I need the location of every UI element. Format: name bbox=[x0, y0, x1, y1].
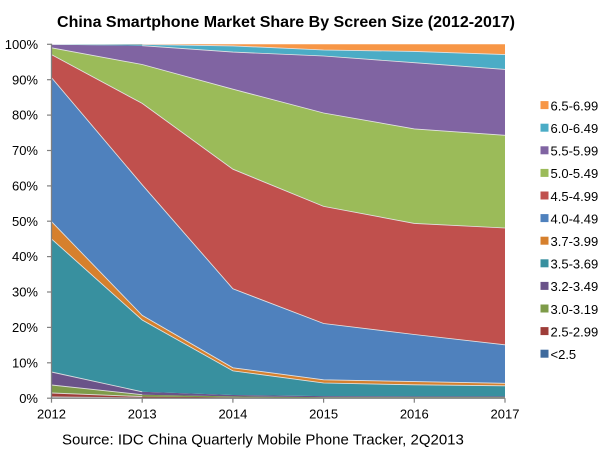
svg-text:5.5-5.99: 5.5-5.99 bbox=[551, 144, 599, 159]
svg-text:2015: 2015 bbox=[309, 407, 338, 422]
svg-text:20%: 20% bbox=[12, 320, 38, 335]
svg-text:50%: 50% bbox=[12, 214, 38, 229]
svg-text:6.0-6.49: 6.0-6.49 bbox=[551, 121, 599, 136]
svg-text:3.5-3.69: 3.5-3.69 bbox=[551, 257, 599, 272]
svg-text:4.0-4.49: 4.0-4.49 bbox=[551, 211, 599, 226]
svg-text:70%: 70% bbox=[12, 143, 38, 158]
svg-text:<2.5: <2.5 bbox=[551, 347, 577, 362]
svg-text:40%: 40% bbox=[12, 249, 38, 264]
svg-text:3.0-3.19: 3.0-3.19 bbox=[551, 302, 599, 317]
svg-text:2014: 2014 bbox=[218, 407, 247, 422]
svg-text:Source: IDC China Quarterly Mo: Source: IDC China Quarterly Mobile Phone… bbox=[62, 432, 464, 449]
svg-text:6.5-6.99: 6.5-6.99 bbox=[551, 98, 599, 113]
svg-text:60%: 60% bbox=[12, 179, 38, 194]
svg-text:10%: 10% bbox=[12, 355, 38, 370]
svg-text:China Smartphone Market Share: China Smartphone Market Share By Screen … bbox=[57, 14, 515, 31]
svg-text:2013: 2013 bbox=[128, 407, 157, 422]
svg-text:2016: 2016 bbox=[400, 407, 429, 422]
svg-text:2.5-2.99: 2.5-2.99 bbox=[551, 324, 599, 339]
svg-text:3.2-3.49: 3.2-3.49 bbox=[551, 279, 599, 294]
svg-text:2012: 2012 bbox=[37, 407, 66, 422]
svg-text:5.0-5.49: 5.0-5.49 bbox=[551, 166, 599, 181]
svg-text:2017: 2017 bbox=[491, 407, 520, 422]
svg-text:4.5-4.99: 4.5-4.99 bbox=[551, 189, 599, 204]
svg-text:30%: 30% bbox=[12, 285, 38, 300]
svg-text:80%: 80% bbox=[12, 108, 38, 123]
svg-text:3.7-3.99: 3.7-3.99 bbox=[551, 234, 599, 249]
svg-text:0%: 0% bbox=[19, 391, 38, 406]
svg-text:90%: 90% bbox=[12, 72, 38, 87]
svg-text:100%: 100% bbox=[5, 37, 39, 52]
